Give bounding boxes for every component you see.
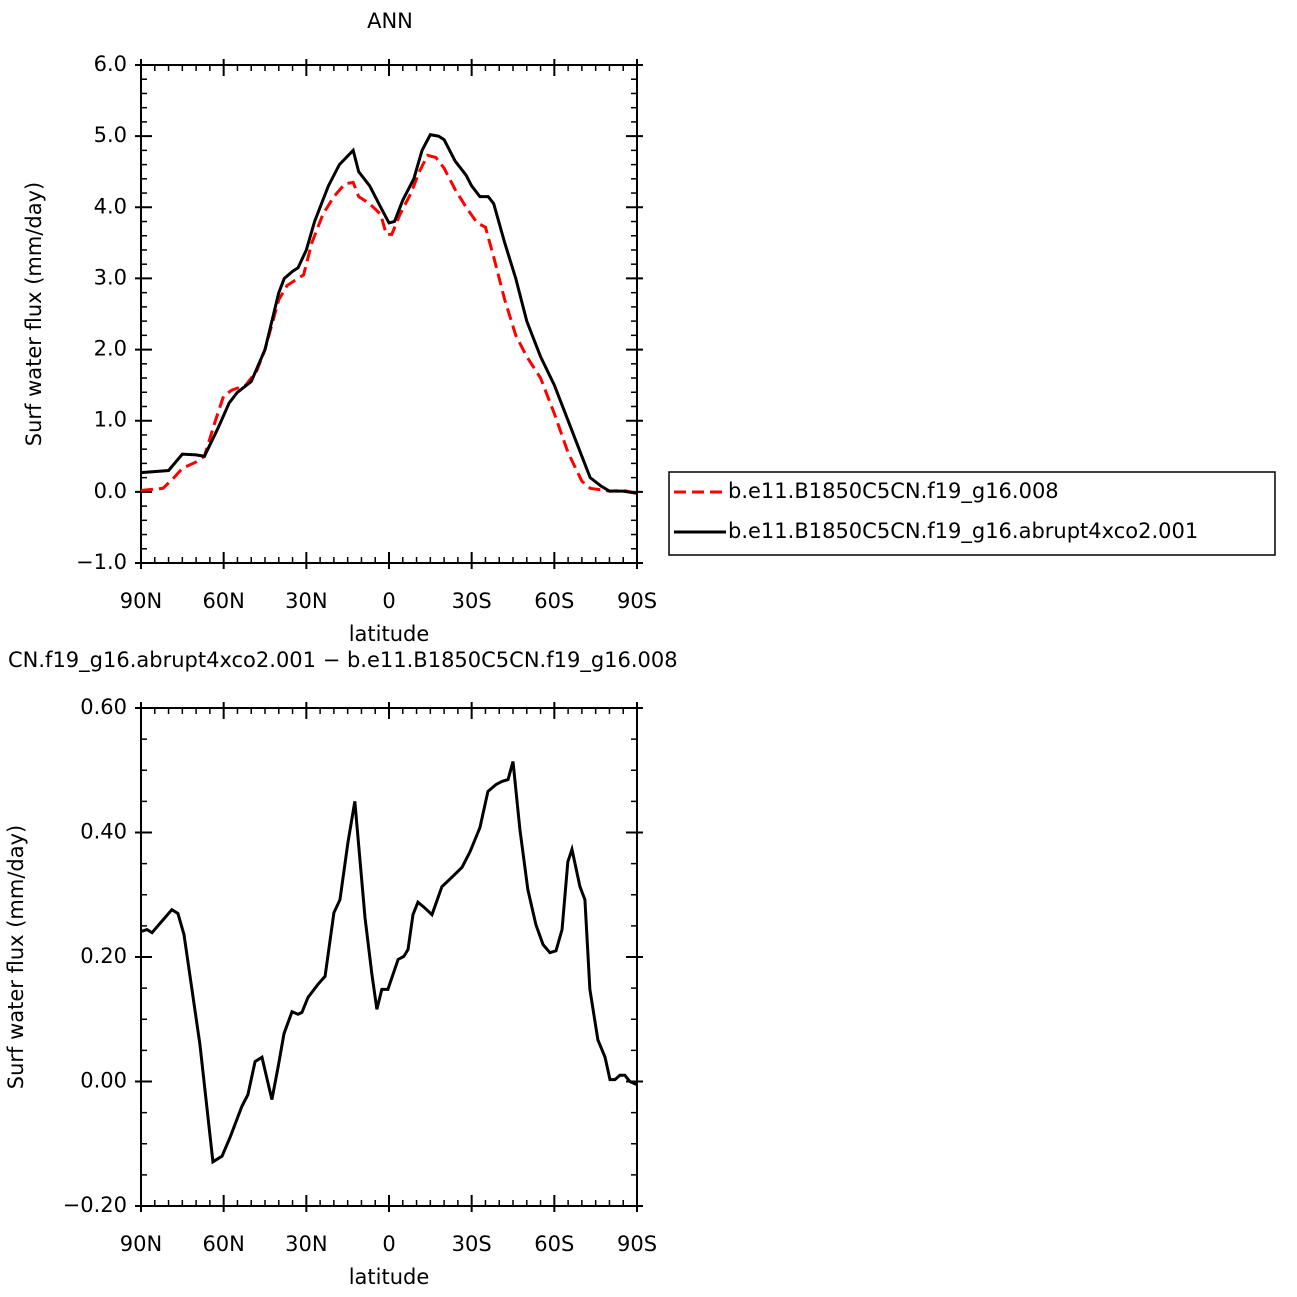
chart-title: CN.f19_g16.abrupt4xco2.001 − b.e11.B1850… bbox=[8, 648, 678, 673]
plot-frame bbox=[140, 64, 638, 564]
x-tick-label: 30S bbox=[452, 1232, 492, 1256]
y-tick-label: −0.20 bbox=[63, 1193, 127, 1217]
y-tick-label: 3.0 bbox=[94, 265, 127, 289]
x-tick-label: 90N bbox=[120, 589, 162, 613]
plot-frame bbox=[140, 707, 638, 1207]
x-tick-label: 30N bbox=[285, 1232, 327, 1256]
legend-label: b.e11.B1850C5CN.f19_g16.abrupt4xco2.001 bbox=[728, 519, 1198, 544]
legend-box bbox=[668, 471, 1276, 556]
y-axis-label: Surf water flux (mm/day) bbox=[22, 182, 46, 447]
x-axis-label: latitude bbox=[349, 1265, 430, 1289]
y-tick-label: 6.0 bbox=[94, 52, 127, 76]
y-tick-label: 0.60 bbox=[80, 695, 127, 719]
x-tick-label: 0 bbox=[382, 1232, 395, 1256]
x-tick-label: 90N bbox=[120, 1232, 162, 1256]
y-tick-label: 4.0 bbox=[94, 194, 127, 218]
data-line bbox=[140, 153, 638, 495]
x-tick-label: 60S bbox=[534, 589, 574, 613]
x-tick-label: 30N bbox=[285, 589, 327, 613]
y-tick-label: 1.0 bbox=[94, 408, 127, 432]
y-tick-label: 2.0 bbox=[94, 337, 127, 361]
data-line bbox=[140, 761, 638, 1165]
y-tick-label: 0.40 bbox=[80, 820, 127, 844]
chart-title: ANN bbox=[367, 9, 413, 33]
y-axis-label: Surf water flux (mm/day) bbox=[4, 825, 28, 1090]
data-line bbox=[140, 133, 638, 495]
y-tick-label: 0.20 bbox=[80, 944, 127, 968]
x-tick-label: 90S bbox=[617, 589, 657, 613]
y-tick-label: 0.00 bbox=[80, 1069, 127, 1093]
x-tick-label: 0 bbox=[382, 589, 395, 613]
x-tick-label: 90S bbox=[617, 1232, 657, 1256]
legend-label: b.e11.B1850C5CN.f19_g16.008 bbox=[728, 479, 1059, 504]
x-tick-label: 30S bbox=[452, 589, 492, 613]
y-tick-label: 5.0 bbox=[94, 123, 127, 147]
y-tick-label: −1.0 bbox=[76, 550, 127, 574]
x-tick-label: 60N bbox=[202, 589, 244, 613]
x-axis-label: latitude bbox=[349, 622, 430, 646]
x-tick-label: 60N bbox=[202, 1232, 244, 1256]
y-tick-label: 0.0 bbox=[94, 479, 127, 503]
x-tick-label: 60S bbox=[534, 1232, 574, 1256]
